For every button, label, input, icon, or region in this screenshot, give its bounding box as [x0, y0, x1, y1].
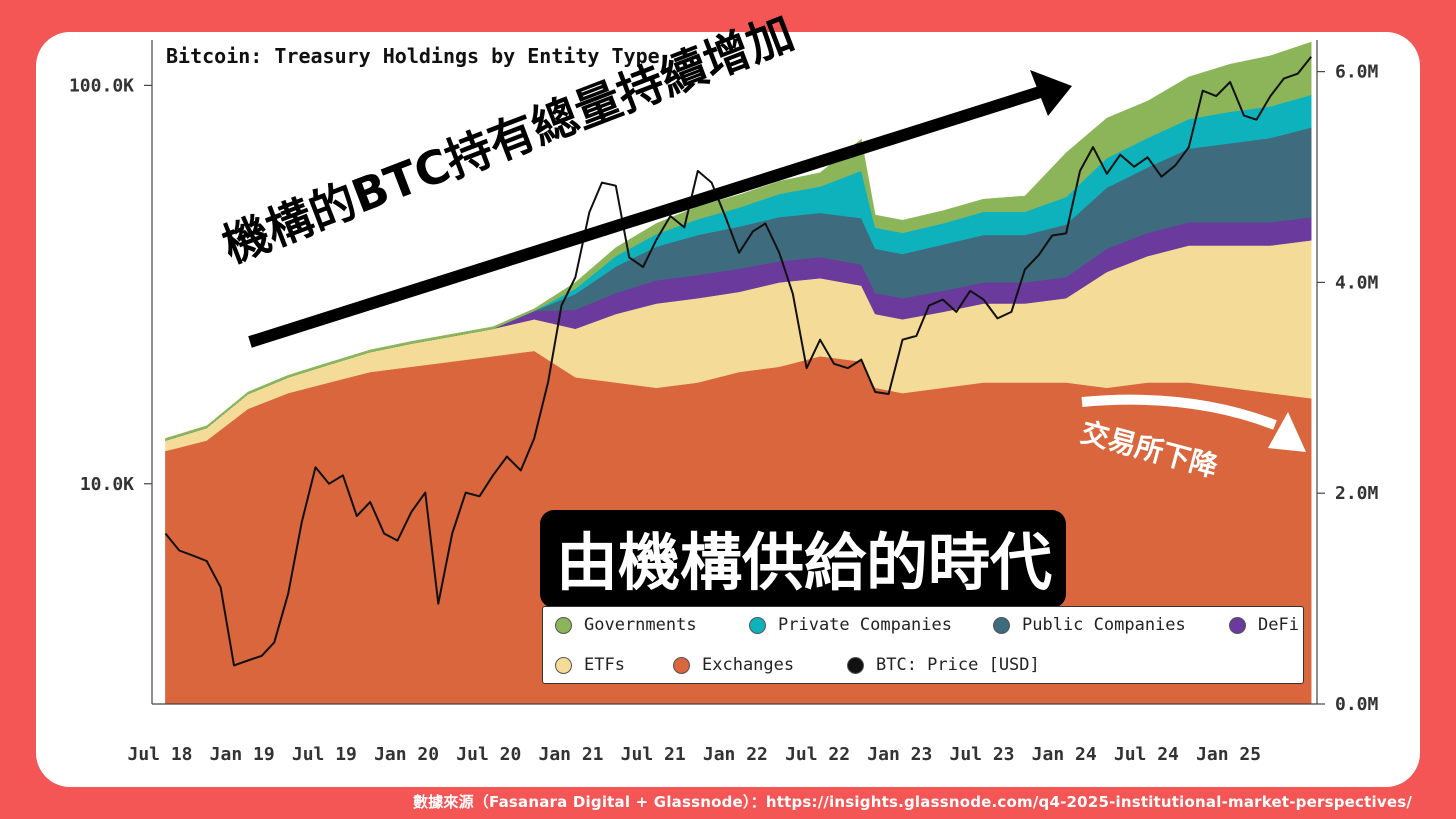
legend-label-btc-price: BTC: Price [USD] — [876, 655, 1040, 675]
right-tick-label: 2.0M — [1335, 483, 1379, 504]
legend-label-exchanges: Exchanges — [702, 655, 795, 675]
legend-dot-defi — [1229, 616, 1246, 634]
x-tick-label: Jul 18 — [127, 744, 192, 765]
up-arrow-shaft — [248, 86, 1042, 348]
x-tick-label: Jan 21 — [538, 744, 603, 765]
legend-label-etfs: ETFs — [584, 655, 625, 675]
x-tick-label: Jan 22 — [703, 744, 768, 765]
left-tick-label: 10.0K — [80, 474, 134, 495]
chart-legend: Governments Private Companies Public Com… — [542, 606, 1304, 684]
legend-dot-btc-price — [847, 656, 864, 674]
legend-item-public-companies: Public Companies — [993, 615, 1186, 635]
right-tick-label: 4.0M — [1335, 272, 1379, 293]
chart-title: Bitcoin: Treasury Holdings by Entity Typ… — [166, 44, 660, 68]
x-tick-label: Jul 23 — [949, 744, 1014, 765]
legend-item-private-companies: Private Companies — [749, 615, 952, 635]
down-arrow-shaft — [1081, 394, 1277, 430]
legend-label-public-companies: Public Companies — [1022, 615, 1186, 635]
legend-dot-exchanges — [673, 656, 690, 674]
area-governments — [165, 41, 1312, 441]
x-tick-label: Jan 20 — [374, 744, 439, 765]
x-tick-label: Jul 22 — [785, 744, 850, 765]
down-arrow-head — [1268, 412, 1306, 452]
x-tick-label: Jul 20 — [456, 744, 521, 765]
legend-item-etfs: ETFs — [555, 655, 625, 675]
source-credit: 數據來源（Fasanara Digital + Glassnode）：https… — [413, 793, 1412, 811]
legend-label-governments: Governments — [584, 615, 697, 635]
up-arrow-head — [1030, 70, 1072, 116]
legend-label-defi: DeFi — [1258, 615, 1299, 635]
legend-dot-etfs — [555, 656, 572, 674]
legend-item-btc-price: BTC: Price [USD] — [847, 655, 1040, 675]
legend-dot-governments — [555, 616, 572, 634]
era-annotation: 由機構供給的時代 — [540, 510, 1067, 608]
x-tick-label: Jan 25 — [1196, 744, 1261, 765]
legend-label-private-companies: Private Companies — [778, 615, 952, 635]
legend-item-exchanges: Exchanges — [673, 655, 794, 675]
annotation-arrows — [248, 70, 1306, 452]
x-tick-label: Jul 21 — [621, 744, 686, 765]
x-tick-label: Jul 24 — [1114, 744, 1179, 765]
left-tick-label: 100.0K — [69, 75, 134, 96]
x-tick-label: Jan 24 — [1032, 744, 1097, 765]
x-tick-label: Jan 23 — [867, 744, 932, 765]
right-tick-label: 0.0M — [1335, 694, 1379, 715]
btc-price-line — [164, 56, 1312, 667]
legend-dot-private-companies — [749, 616, 766, 634]
legend-item-defi: DeFi — [1229, 615, 1299, 635]
legend-item-governments: Governments — [555, 615, 697, 635]
right-tick-label: 6.0M — [1335, 62, 1379, 83]
legend-dot-public-companies — [993, 616, 1010, 634]
x-tick-label: Jul 19 — [292, 744, 357, 765]
price-layer — [164, 56, 1312, 667]
x-tick-label: Jan 19 — [210, 744, 275, 765]
axes: 10.0K 100.0K 0.0M 2.0M 4.0M 6.0M Jul 18 Jan 19 J… — [69, 40, 1379, 765]
